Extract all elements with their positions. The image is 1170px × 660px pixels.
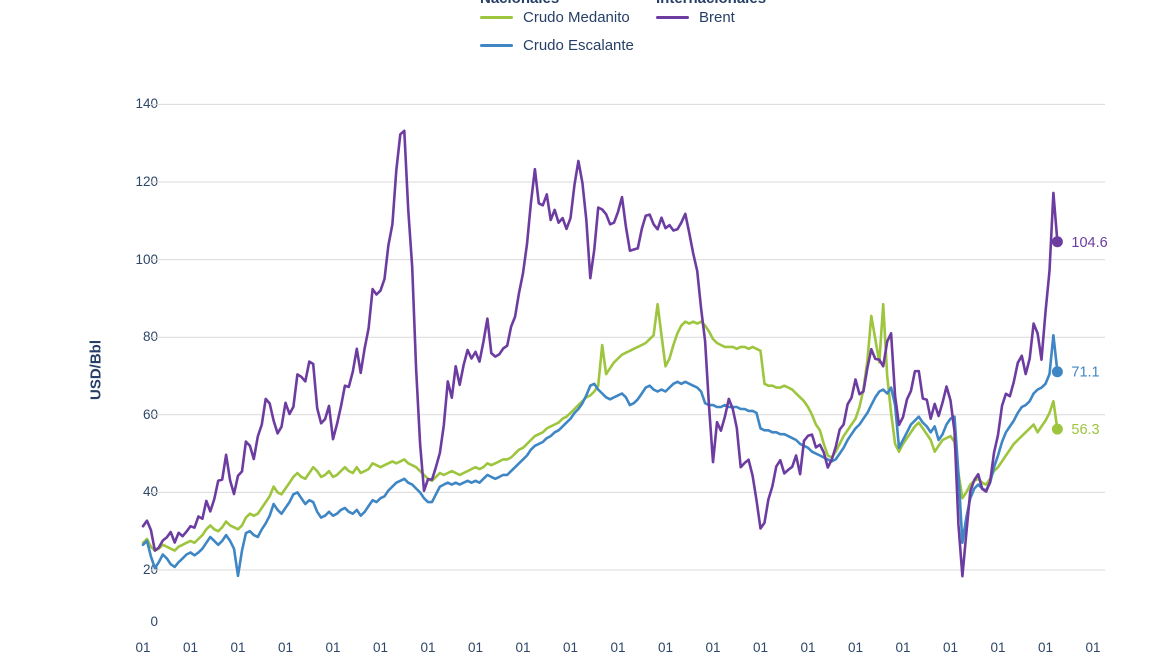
brent-end-marker-icon — [1051, 236, 1063, 248]
x-tick-label-0: 01 — [135, 640, 151, 655]
y-tick-label-120: 120 — [135, 174, 158, 189]
brent-line — [141, 129, 1059, 578]
x-tick-label-6: 01 — [420, 640, 436, 655]
x-tick-label-14: 01 — [800, 640, 816, 655]
x-tick-label-4: 01 — [325, 640, 341, 655]
x-tick-label-20: 01 — [1085, 640, 1101, 655]
x-tick-label-12: 01 — [705, 640, 721, 655]
y-tick-label-0: 0 — [150, 614, 158, 629]
x-tick-label-8: 01 — [515, 640, 531, 655]
y-tick-label-60: 60 — [142, 406, 158, 422]
legend-group-header-nacionales: Nacionales — [480, 0, 559, 7]
crudo-medanito-line — [141, 302, 1059, 552]
legend-group-header-internacionales: Internacionales — [656, 0, 766, 7]
crudo-escalante-end-marker-icon — [1051, 366, 1063, 378]
y-tick-label-40: 40 — [142, 484, 158, 500]
x-tick-label-16: 01 — [895, 640, 911, 655]
x-tick-label-2: 01 — [230, 640, 246, 655]
legend-item-crudo-escalante: Crudo Escalante — [480, 34, 634, 56]
x-tick-label-10: 01 — [610, 640, 626, 655]
crudo-escalante-line — [141, 333, 1059, 578]
medanito-swatch-icon — [480, 15, 513, 19]
crudo-medanito-end-value-label: 56.3 — [1071, 422, 1099, 438]
brent-end-value-label: 104.6 — [1071, 235, 1107, 251]
y-tick-label-80: 80 — [142, 329, 158, 345]
y-tick-label-140: 140 — [135, 96, 158, 112]
legend-item-brent: Brent — [656, 6, 735, 28]
x-tick-label-13: 01 — [752, 640, 769, 655]
x-tick-label-3: 01 — [277, 640, 294, 655]
x-tick-label-17: 01 — [942, 640, 959, 655]
x-tick-label-1: 01 — [182, 640, 199, 655]
escalante-swatch-icon — [480, 43, 513, 47]
x-tick-label-11: 01 — [657, 640, 674, 655]
x-tick-label-19: 01 — [1037, 640, 1054, 655]
crudo-medanito-end-marker-icon — [1051, 423, 1063, 435]
x-tick-label-15: 01 — [847, 640, 864, 655]
legend-label: Crudo Medanito — [523, 8, 630, 26]
legend-item-crudo-medanito: Crudo Medanito — [480, 6, 630, 28]
x-tick-label-18: 01 — [990, 640, 1006, 655]
legend-label: Crudo Escalante — [523, 36, 634, 54]
x-tick-label-5: 01 — [372, 640, 389, 655]
brent-swatch-icon — [656, 15, 689, 19]
x-tick-label-7: 01 — [467, 640, 484, 655]
legend-label: Brent — [699, 8, 735, 26]
x-tick-label-9: 01 — [562, 640, 579, 655]
crudo-escalante-end-value-label: 71.1 — [1071, 365, 1099, 381]
y-tick-label-100: 100 — [135, 251, 158, 267]
